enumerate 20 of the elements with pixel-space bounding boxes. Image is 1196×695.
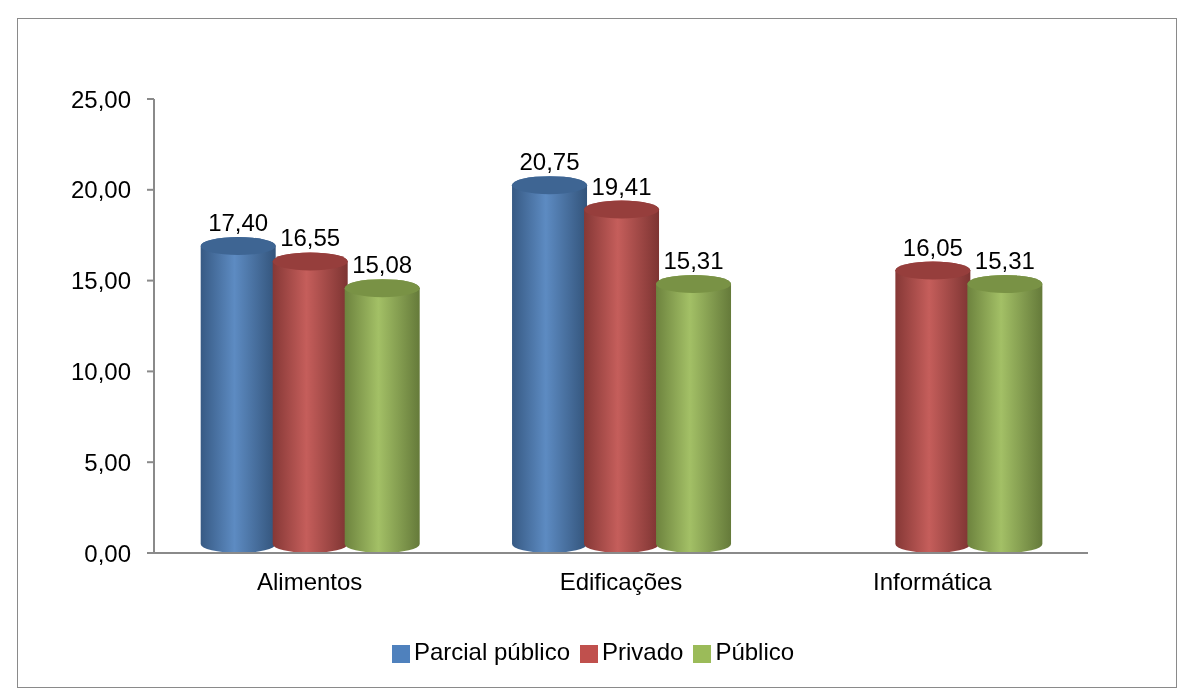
- data-label: 16,55: [280, 224, 341, 252]
- data-label: 15,31: [974, 246, 1035, 274]
- y-tick-label: 15,00: [70, 267, 131, 295]
- y-tick-label: 5,00: [84, 448, 131, 476]
- data-label: 20,75: [519, 148, 580, 176]
- legend-label: Privado: [602, 638, 684, 665]
- y-tick-label: 20,00: [70, 176, 131, 204]
- data-label: 15,31: [663, 246, 724, 274]
- data-label: 15,08: [352, 251, 413, 279]
- legend-label: Parcial público: [413, 638, 570, 665]
- legend-label: Público: [715, 638, 795, 665]
- x-tick-label: Alimentos: [256, 568, 363, 596]
- data-label: 16,05: [902, 233, 963, 261]
- y-tick-label: 25,00: [70, 85, 131, 113]
- data-label: 17,40: [208, 209, 269, 237]
- x-tick-label: Edificações: [559, 568, 683, 596]
- y-tick-label: 0,00: [84, 539, 131, 567]
- y-tick-label: 10,00: [70, 357, 131, 385]
- x-tick-label: Informática: [872, 568, 993, 596]
- data-label: 19,41: [591, 172, 652, 200]
